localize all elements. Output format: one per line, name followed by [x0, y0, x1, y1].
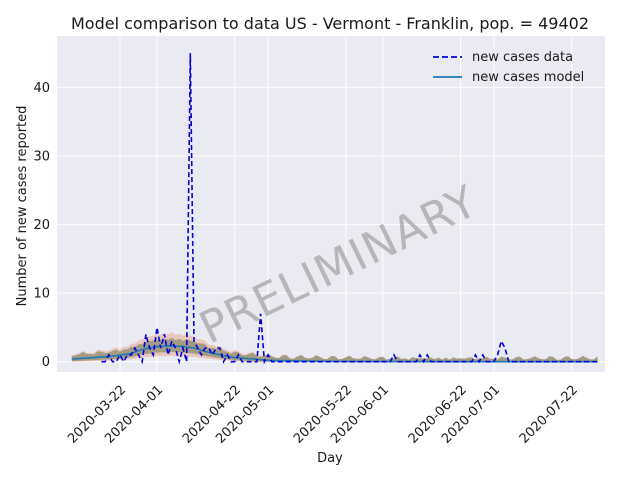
x-tick-label: 2020-07-22	[517, 383, 581, 447]
series-lines	[71, 53, 598, 365]
legend: new cases data new cases model	[433, 50, 584, 85]
y-tick-label: 40	[33, 81, 50, 96]
y-axis-label: Number of new cases reported	[15, 106, 30, 307]
series-line-model	[71, 345, 598, 363]
model-uncertainty-band	[71, 332, 598, 362]
grid	[57, 36, 605, 372]
legend-label-model: new cases model	[472, 70, 584, 85]
band-inner	[71, 337, 598, 362]
x-axis-label: Day	[317, 451, 343, 466]
series-line-data	[101, 53, 598, 365]
y-tick-label: 30	[33, 150, 50, 165]
y-axis-ticks: 0 10 20 30 40	[33, 81, 50, 370]
y-tick-label: 0	[42, 355, 50, 370]
plot-area	[57, 36, 605, 372]
y-tick-label: 20	[33, 218, 50, 233]
chart-title: Model comparison to data US - Vermont - …	[71, 14, 589, 33]
legend-label-data: new cases data	[472, 50, 573, 65]
y-tick-label: 10	[33, 287, 50, 302]
